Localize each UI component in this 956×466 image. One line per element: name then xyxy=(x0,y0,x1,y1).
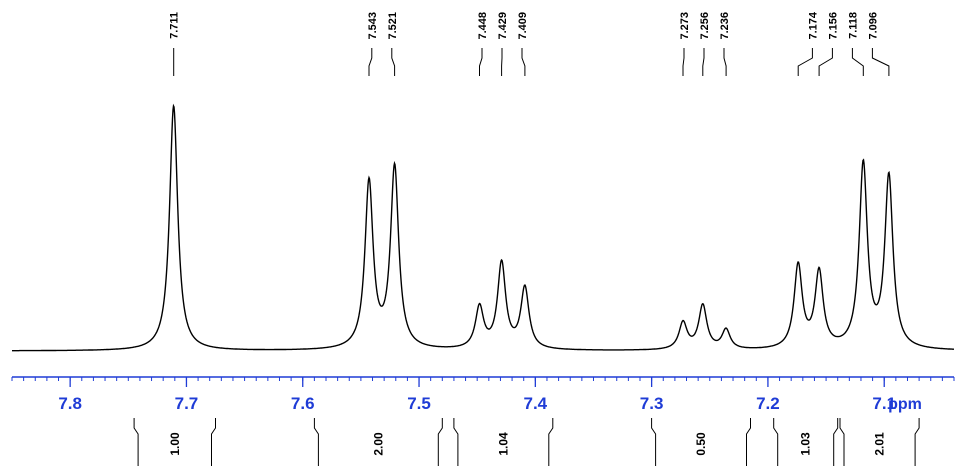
tick-label: 7.7 xyxy=(175,394,199,413)
peak-label: 7.429 xyxy=(497,12,509,40)
integral-value: 0.50 xyxy=(694,432,708,456)
integral-bracket xyxy=(651,418,657,466)
integral-value: 2.00 xyxy=(371,432,385,456)
integral-bracket xyxy=(133,418,139,466)
peak-label: 7.156 xyxy=(827,12,839,40)
x-axis-unit-label: ppm xyxy=(888,396,922,413)
peak-label-connector xyxy=(391,48,396,76)
integral-bracket xyxy=(453,418,459,466)
integral-bracket xyxy=(773,418,779,466)
peak-label-connector xyxy=(521,48,526,76)
peak-label: 7.409 xyxy=(517,12,529,40)
peak-label-connector xyxy=(871,48,890,76)
spectrum-trace xyxy=(12,103,954,352)
integral-value: 1.04 xyxy=(496,432,510,456)
x-axis: 7.8 7.7 7.6 7.5 7.4 7.3 7.2 7.1 ppm xyxy=(11,376,955,413)
peak-label-connector xyxy=(368,48,373,76)
peak-label: 7.543 xyxy=(367,12,379,40)
tick-label: 7.1 xyxy=(872,394,896,413)
integral-bracket xyxy=(746,418,751,466)
tick-label: 7.6 xyxy=(291,394,315,413)
peak-labels: 7.711 7.543 7.521 7.448 7.429 7.409 7.273 7.256… xyxy=(169,11,890,76)
peak-label: 7.096 xyxy=(867,12,879,40)
tick-label: 7.3 xyxy=(640,394,664,413)
peak-label-connector xyxy=(702,48,705,76)
integral-bracket xyxy=(211,418,216,466)
x-axis-tick-labels: 7.8 7.7 7.6 7.5 7.4 7.3 7.2 7.1 xyxy=(58,394,896,413)
integral-bracket xyxy=(437,418,443,466)
tick-label: 7.8 xyxy=(58,394,82,413)
x-axis-major-ticks xyxy=(69,377,885,387)
integral-value: 1.03 xyxy=(799,432,813,456)
peak-label: 7.273 xyxy=(679,12,691,40)
peak-label-connector xyxy=(818,48,833,76)
integral-bracket xyxy=(313,418,319,466)
peak-label-connector xyxy=(851,48,864,76)
tick-label: 7.4 xyxy=(524,394,548,413)
integral-value: 1.00 xyxy=(168,432,182,456)
peak-label: 7.448 xyxy=(477,12,489,40)
tick-label: 7.2 xyxy=(756,394,780,413)
peak-label-connector xyxy=(479,48,483,76)
peak-label: 7.521 xyxy=(387,12,399,40)
integral-value: 2.01 xyxy=(873,432,887,456)
tick-label: 7.5 xyxy=(407,394,431,413)
peak-label: 7.118 xyxy=(847,12,859,39)
peak-label: 7.256 xyxy=(699,12,711,40)
integral-bracket xyxy=(833,418,839,466)
peak-label: 7.711 xyxy=(169,12,181,39)
integral-bracket xyxy=(548,418,554,466)
integral-bracket xyxy=(914,418,920,466)
peak-label: 7.236 xyxy=(719,12,731,40)
peak-label-connector xyxy=(723,48,727,76)
peak-label-connector xyxy=(682,48,685,76)
integral-regions: 1.00 2.00 1.04 0.50 1.03 2.01 xyxy=(133,418,920,466)
integral-bracket xyxy=(839,418,845,466)
peak-label-connector xyxy=(797,48,813,76)
peak-label: 7.174 xyxy=(807,11,819,39)
